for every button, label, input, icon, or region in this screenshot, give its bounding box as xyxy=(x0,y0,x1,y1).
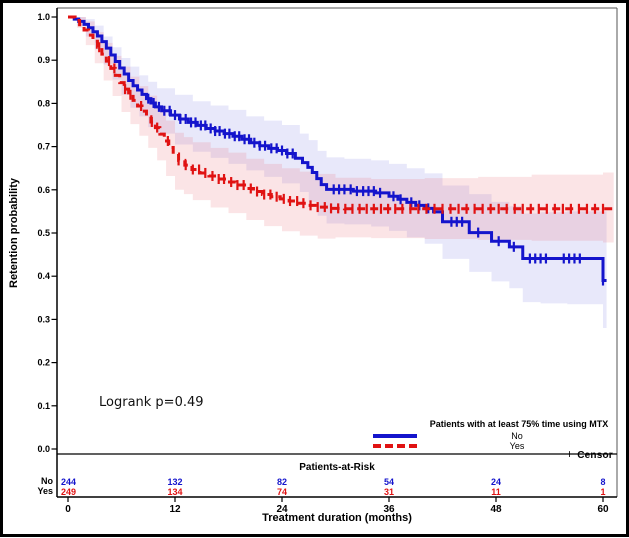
y-tick-label: 0.7 xyxy=(37,142,50,152)
confidence-band-yes xyxy=(68,17,614,243)
y-tick-label: 0.2 xyxy=(37,358,50,368)
x-tick-label: 48 xyxy=(490,504,502,515)
legend-entry-no: No xyxy=(511,431,523,441)
y-tick-label: 0.3 xyxy=(37,314,50,324)
at-risk-value: 24 xyxy=(491,477,501,487)
at-risk-value: 249 xyxy=(61,487,76,497)
at-risk-value: 31 xyxy=(384,487,394,497)
y-tick-label: 0.5 xyxy=(37,228,50,238)
legend-no-line-swatch xyxy=(373,434,417,438)
x-tick-label: 24 xyxy=(276,504,288,515)
at-risk-value: 132 xyxy=(167,477,182,487)
y-axis-title: Retention probability xyxy=(8,178,20,288)
x-axis-title: Treatment duration (months) xyxy=(262,512,412,524)
at-risk-value: 82 xyxy=(277,477,287,487)
at-risk-value: 54 xyxy=(384,477,394,487)
y-tick-label: 0.8 xyxy=(37,98,50,108)
at-risk-value: 74 xyxy=(277,487,287,497)
confidence-band-no xyxy=(68,17,607,329)
x-tick-label: 36 xyxy=(383,504,395,515)
x-tick-label: 60 xyxy=(597,504,609,515)
legend-yes-line-swatch xyxy=(373,444,417,448)
legend-entry-yes: Yes xyxy=(509,441,525,451)
at-risk-row-label-no: No xyxy=(41,476,53,486)
logrank-annotation: Logrank p=0.49 xyxy=(99,395,204,410)
x-tick-label: 0 xyxy=(65,504,71,515)
at-risk-value: 1 xyxy=(600,487,605,497)
at-risk-title: Patients-at-Risk xyxy=(299,462,375,473)
at-risk-value: 8 xyxy=(600,477,605,487)
at-risk-value: 11 xyxy=(491,487,501,497)
km-curve-yes xyxy=(68,15,614,211)
y-tick-label: 1.0 xyxy=(37,12,50,22)
x-tick-label: 12 xyxy=(169,504,181,515)
y-tick-label: 0.0 xyxy=(37,444,50,454)
censor-legend-label: Censor xyxy=(577,450,613,461)
at-risk-row-label-yes: Yes xyxy=(37,486,53,496)
censor-plus-icon: + xyxy=(566,447,574,461)
at-risk-value: 244 xyxy=(61,477,76,487)
at-risk-value: 134 xyxy=(167,487,182,497)
y-tick-label: 0.9 xyxy=(37,55,50,65)
y-tick-label: 0.4 xyxy=(37,271,50,281)
y-tick-label: 0.1 xyxy=(37,401,50,411)
censor-legend: + Censor xyxy=(566,447,613,461)
legend-title: Patients with at least 75% time using MT… xyxy=(429,419,609,429)
y-tick-label: 0.6 xyxy=(37,185,50,195)
